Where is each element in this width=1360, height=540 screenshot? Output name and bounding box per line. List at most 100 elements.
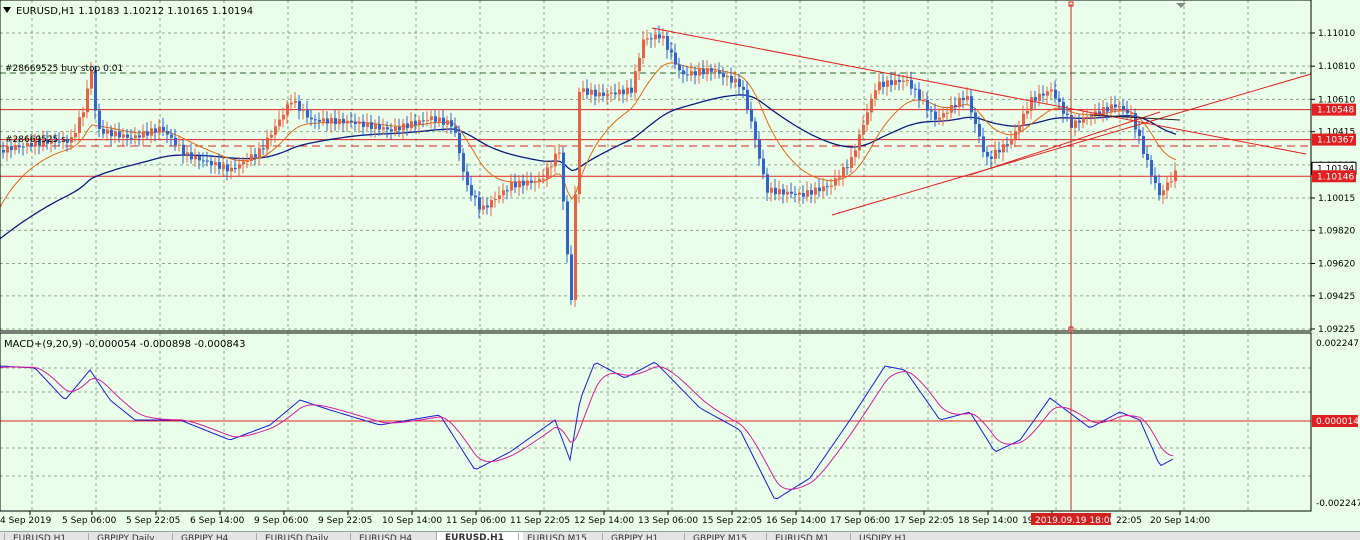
candle-body	[1126, 109, 1129, 114]
candle-body	[6, 146, 9, 153]
crosshair-handle[interactable]	[1068, 1, 1074, 7]
candle-body	[158, 126, 161, 133]
candle-body	[66, 138, 69, 143]
candle-body	[514, 182, 517, 188]
candle-body	[1030, 97, 1033, 111]
time-tick-label: 6 Sep 14:00	[190, 516, 245, 526]
candle-body	[674, 52, 677, 65]
candle-body	[754, 121, 757, 140]
trendline-upper[interactable]	[651, 27, 1307, 155]
candle-body	[666, 36, 669, 50]
candle-body	[1162, 190, 1165, 196]
chart-tab[interactable]: USDJPY,H1	[850, 533, 937, 540]
candle-body	[350, 120, 353, 122]
horizontal-levels[interactable]	[0, 72, 1311, 422]
candle-body	[914, 88, 917, 90]
candle-body	[262, 148, 265, 150]
candle-body	[178, 144, 181, 146]
chart-tab[interactable]: GBPJPY,H1	[602, 533, 689, 540]
time-tick-label: 17 Sep 22:05	[894, 516, 954, 526]
candle-body	[126, 134, 129, 138]
macd-axis-top: 0.002247	[1316, 339, 1359, 349]
candle-body	[602, 92, 605, 96]
candle-body	[962, 97, 965, 101]
candle-body	[1018, 125, 1021, 132]
candle-body	[122, 134, 125, 138]
candle-body	[646, 38, 649, 40]
candle-body	[58, 141, 61, 143]
candle-body	[842, 167, 845, 178]
candle-body	[838, 177, 841, 179]
candle-body	[850, 157, 853, 168]
candle-body	[470, 185, 473, 196]
candle-body	[694, 71, 697, 76]
candle-body	[582, 88, 585, 92]
time-tick-label: 4 Sep 2019	[0, 516, 52, 526]
candle-body	[142, 131, 145, 138]
candle-body	[978, 124, 981, 137]
candle-body	[998, 149, 1001, 153]
ma-fast-line	[0, 62, 1177, 208]
candle-body	[682, 70, 685, 75]
candle-body	[510, 182, 513, 191]
price-tick-label: 1.11010	[1318, 29, 1355, 39]
time-tick-label: 19	[1022, 516, 1034, 526]
chart-tab[interactable]: GBPJPY,M15	[684, 533, 771, 540]
candle-body	[1014, 131, 1017, 140]
candle-body	[202, 160, 205, 162]
candle-body	[598, 92, 601, 97]
candle-body	[506, 190, 509, 192]
candle-body	[62, 138, 65, 142]
candle-body	[938, 117, 941, 120]
candle-body	[274, 126, 277, 135]
candle-body	[706, 68, 709, 75]
time-tick-label: 11 Sep 06:00	[446, 516, 506, 526]
candle-body	[154, 128, 157, 133]
candle-body	[574, 194, 577, 300]
time-tick-label: 16 Sep 14:00	[766, 516, 826, 526]
candle-body	[494, 199, 497, 201]
chart-shift-icon[interactable]	[1176, 3, 1186, 8]
candle-body	[402, 123, 405, 131]
chart-tab[interactable]: EURUSD,H1	[4, 533, 91, 540]
chart-tab[interactable]: EURUSD,Daily	[256, 533, 343, 540]
price-badge	[1312, 103, 1356, 116]
candle-body	[526, 180, 529, 186]
candle-body	[1022, 113, 1025, 126]
crosshair-handle[interactable]	[1068, 326, 1074, 332]
candle-body	[322, 118, 325, 122]
chart-tab[interactable]: GBPJPY,Daily	[88, 533, 175, 540]
candle-body	[38, 140, 41, 146]
candle-body	[486, 205, 489, 208]
candle-body	[222, 164, 225, 169]
chart-tab[interactable]: EURUSD,M15	[518, 533, 605, 540]
candle-body	[1098, 111, 1101, 115]
crosshair-cursor[interactable]: 2019.09.19 18:00	[1031, 1, 1186, 526]
candle-body	[490, 200, 493, 208]
chart-tab[interactable]: EURUSD,M1	[766, 533, 853, 540]
candle-body	[1034, 97, 1037, 101]
candle-body	[930, 110, 933, 112]
chart-tab[interactable]: EURUSD,H1	[436, 532, 523, 540]
candle-body	[314, 119, 317, 121]
time-tick-label: 17 Sep 06:00	[830, 516, 890, 526]
candle-body	[886, 80, 889, 87]
candle-body	[866, 112, 869, 125]
chart-tab[interactable]: EURUSD,H4	[350, 533, 437, 540]
candle-body	[974, 112, 977, 125]
trendline-support[interactable]	[969, 111, 1161, 176]
candle-body	[90, 70, 93, 89]
candle-body	[814, 187, 817, 195]
candle-body	[134, 135, 137, 139]
price-tick-label: 1.10810	[1318, 62, 1355, 72]
candle-body	[654, 34, 657, 40]
candle-body	[1074, 120, 1077, 128]
triangle-down-icon[interactable]	[3, 7, 11, 13]
candle-body	[214, 162, 217, 166]
candle-body	[458, 132, 461, 154]
trendline-short[interactable]	[1089, 114, 1181, 121]
chart-tab[interactable]: GBPJPY,H4	[172, 533, 259, 540]
candle-body	[10, 146, 13, 150]
